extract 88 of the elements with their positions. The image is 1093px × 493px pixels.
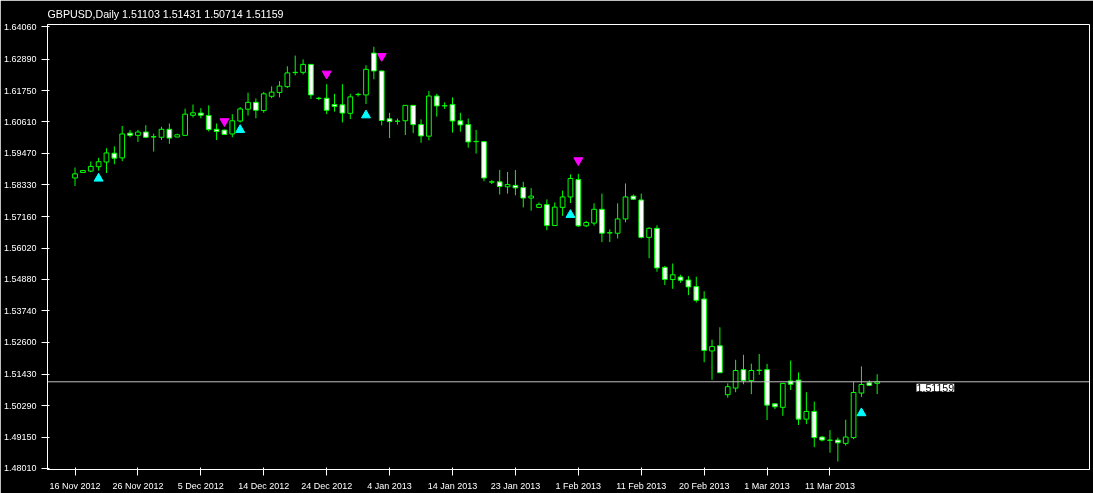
y-tick-label: 1.51430 <box>3 369 37 380</box>
point <box>93 172 104 182</box>
candlestick <box>197 107 204 119</box>
y-tick-label: 1.48010 <box>3 463 37 474</box>
x-tick-label: 20 Feb 2013 <box>678 480 730 491</box>
candlestick <box>567 173 574 204</box>
candlestick <box>245 92 251 117</box>
x-tick-label: 1 Feb 2013 <box>555 480 602 491</box>
y-tick-label: 1.53740 <box>3 305 37 316</box>
point <box>573 157 584 167</box>
candlestick <box>418 118 424 144</box>
candlestick <box>614 202 621 239</box>
y-tick-label: 1.54880 <box>3 274 37 285</box>
candlestick <box>709 339 715 381</box>
point <box>321 70 332 80</box>
point <box>219 118 230 128</box>
y-tick-label: 1.62890 <box>3 54 37 65</box>
x-tick-label: 24 Dec 2012 <box>301 480 353 491</box>
y-tick-label: 1.60610 <box>3 116 37 127</box>
candlestick <box>528 187 534 212</box>
chart-title: GBPUSD,Daily 1.51103 1.51431 1.50714 1.51159 <box>47 7 284 20</box>
candlestick <box>457 112 464 133</box>
candlestick <box>544 198 550 231</box>
candlestick <box>386 112 393 139</box>
x-tick-label: 11 Mar 2013 <box>805 480 855 491</box>
candlestick <box>693 276 700 304</box>
candlestick <box>520 181 527 208</box>
candlestick <box>410 104 417 134</box>
y-tick-label: 1.64060 <box>3 21 37 32</box>
candlestick <box>827 429 833 454</box>
candlestick <box>190 104 196 118</box>
y-tick-label: 1.52600 <box>3 337 37 348</box>
candlestick <box>253 97 259 119</box>
candlestick <box>685 275 692 296</box>
candlestick <box>496 169 503 195</box>
candlestick <box>72 167 78 187</box>
x-tick-label: 14 Jan 2013 <box>427 480 478 491</box>
candlestick <box>260 91 267 114</box>
candlestick <box>465 118 472 149</box>
y-tick-label: 1.57160 <box>3 211 37 222</box>
x-tick-label: 1 Mar 2013 <box>744 480 790 491</box>
candlestick <box>135 129 141 143</box>
x-tick-label: 11 Feb 2013 <box>616 480 667 491</box>
y-tick-label: 1.59470 <box>3 148 37 159</box>
x-tick-label: 26 Nov 2012 <box>112 480 164 491</box>
candlestick <box>205 104 212 132</box>
candlestick <box>559 190 566 217</box>
candlestick <box>103 147 110 174</box>
candlestick <box>182 108 188 137</box>
y-tick-label: 1.56020 <box>3 243 37 254</box>
candlestick <box>229 113 236 138</box>
x-tick-label: 23 Jan 2013 <box>490 480 541 491</box>
y-tick-label: 1.58330 <box>3 179 37 190</box>
candlestick <box>756 353 763 376</box>
candlestick <box>119 125 126 162</box>
candlestick <box>292 55 299 76</box>
point <box>361 109 371 119</box>
candlestick <box>323 83 330 115</box>
candlestick <box>551 201 558 227</box>
candlestick <box>300 58 306 76</box>
candlestick <box>433 93 440 118</box>
candlestick <box>371 46 377 80</box>
point <box>565 209 576 218</box>
candlestick <box>646 226 652 259</box>
candlestick <box>402 104 409 136</box>
candlestick <box>748 363 755 395</box>
candlestick <box>347 93 354 120</box>
candlestick <box>842 419 849 447</box>
candlestick <box>355 92 361 98</box>
y-tick-label: 1.49150 <box>3 432 37 443</box>
ref-line-label: 1.51159 <box>916 381 955 394</box>
candlestick <box>779 382 786 417</box>
point <box>235 124 246 133</box>
x-tick-label: 16 Nov 2012 <box>49 480 101 491</box>
candlestick <box>599 193 605 243</box>
x-tick-label: 5 Dec 2012 <box>177 480 224 491</box>
point <box>376 53 387 62</box>
candlestick <box>591 202 597 227</box>
point <box>856 407 867 417</box>
candlestick <box>834 437 841 463</box>
candlestick <box>473 129 479 154</box>
candlestick <box>661 265 668 286</box>
y-tick-label: 1.61750 <box>3 85 37 96</box>
candlestick <box>787 360 794 391</box>
x-tick-label: 14 Dec 2012 <box>238 480 290 491</box>
y-tick-label: 1.50290 <box>3 400 37 411</box>
candlestick <box>669 263 676 290</box>
x-tick-label: 4 Jan 2013 <box>367 480 412 491</box>
